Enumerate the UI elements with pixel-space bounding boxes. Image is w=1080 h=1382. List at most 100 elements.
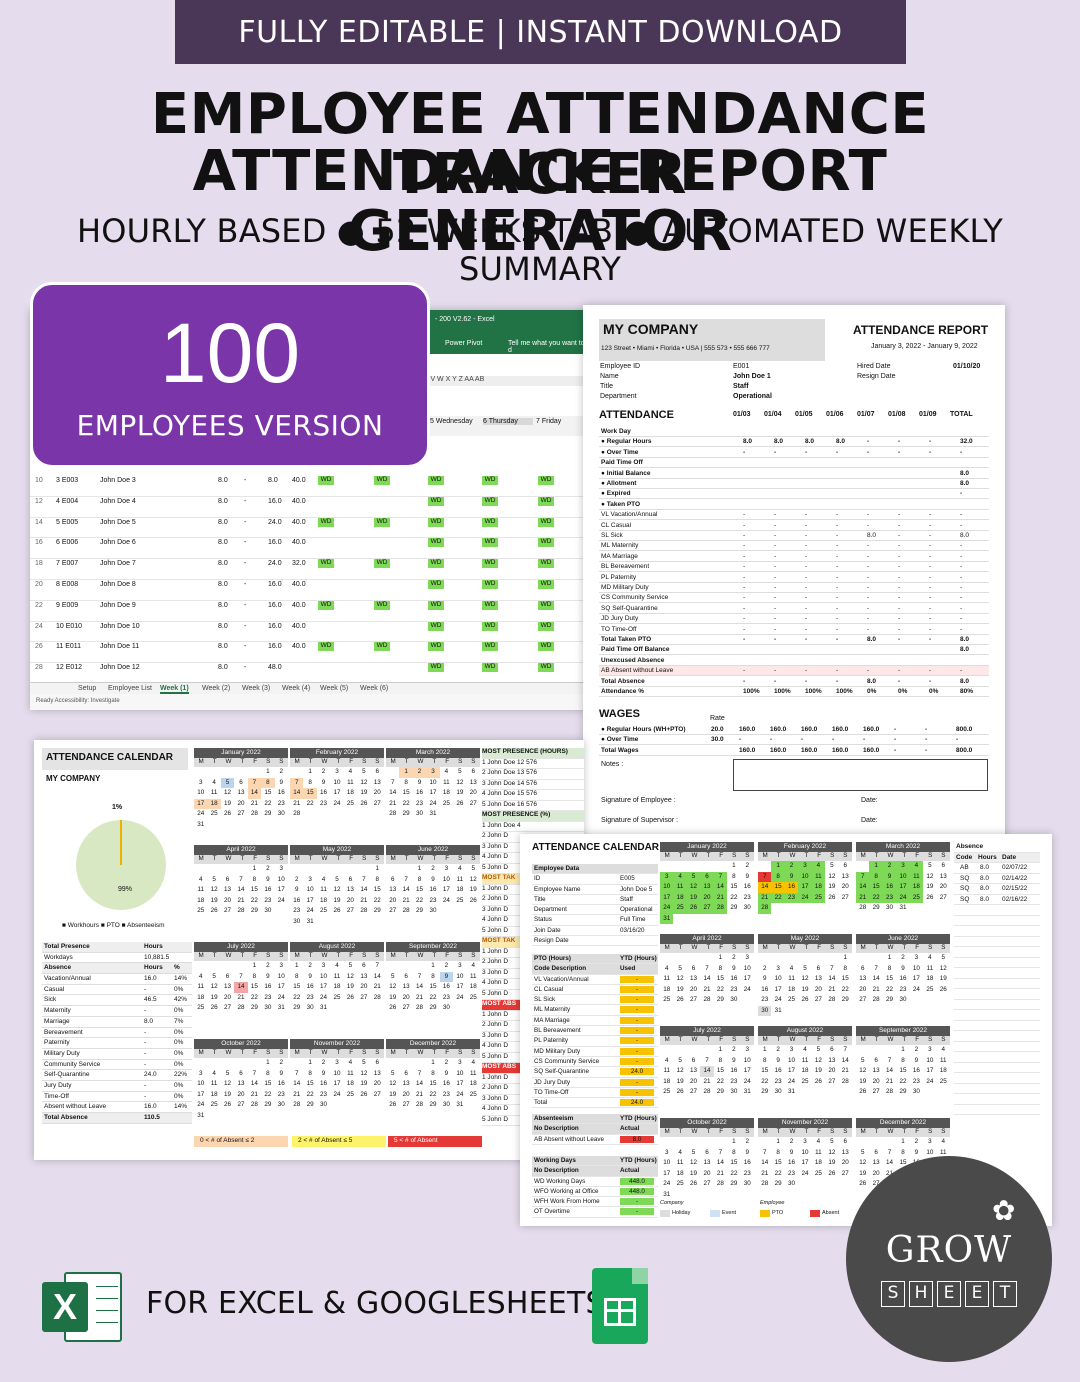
day-cell: 4 — [909, 861, 924, 872]
row-number: 22 — [35, 601, 43, 609]
report-cell: - — [774, 667, 777, 675]
day-cell: 10 — [663, 1159, 671, 1166]
wage-row: Total Wages 160.0 160.0 160.0 160.0 160.0- -80… — [599, 746, 989, 756]
info-label: Total — [534, 1099, 548, 1107]
day-cell: 15 — [730, 883, 738, 890]
report-cell: - — [929, 604, 932, 612]
info-label: VL Vacation/Annual — [534, 975, 589, 983]
report-row-label: ML Maternity — [601, 542, 639, 550]
weekday-label: T — [678, 852, 683, 859]
ribbon-tell-me[interactable]: Tell me what you want to d — [508, 340, 585, 354]
day-cell: 9 — [882, 871, 897, 882]
day-cell: 16 — [320, 789, 328, 796]
weekday-label: W — [789, 1036, 796, 1043]
day-cell: 26 — [801, 996, 809, 1003]
absence-row: SQ 8.0 02/16/22 — [954, 895, 1040, 905]
day-cell: 27 — [872, 1088, 880, 1095]
wage-cell: - — [894, 726, 897, 733]
day-cell: 15 — [771, 882, 785, 893]
report-cell: - — [898, 532, 901, 539]
cell-b: - — [244, 477, 247, 484]
day-cell: 26 — [360, 1090, 368, 1098]
wd-cell: WD — [428, 621, 444, 631]
day-cell: 14 — [293, 1080, 301, 1087]
month-header: August 2022 — [758, 1026, 852, 1036]
day-cell: 10 — [333, 778, 341, 786]
day-cell: 17 — [320, 983, 328, 990]
day-cell: 18 — [210, 1090, 218, 1098]
day-cell: 14 — [416, 983, 424, 990]
summary-label: Sick — [44, 996, 57, 1004]
tab-week-4[interactable]: Week (4) — [282, 685, 311, 692]
report-cell: - — [960, 521, 963, 529]
day-cell: 28 — [250, 1101, 258, 1108]
day-cell: 3 — [308, 875, 312, 883]
ranking-item: 1 John Doe 4 — [482, 822, 584, 832]
weekday-label: T — [240, 952, 245, 959]
cell-d: 40.0 — [292, 518, 306, 526]
day-cell: 17 — [277, 886, 285, 893]
info-label: Title — [534, 895, 546, 903]
day-cell: 22 — [730, 893, 738, 901]
day-cell: 29 — [730, 904, 738, 911]
day-cell: 4 — [941, 1046, 946, 1053]
month-header: April 2022 — [194, 845, 288, 855]
tab-week-5[interactable]: Week (5) — [320, 685, 349, 692]
day-cell: 18 — [333, 983, 341, 990]
day-cell: 21 — [703, 985, 711, 993]
day-cell: 3 — [279, 865, 284, 872]
wage-cell: 160.0 — [801, 746, 818, 754]
tab-week-2[interactable]: Week (2) — [202, 685, 231, 692]
day-cell: 28 — [713, 903, 728, 914]
tab-week-3[interactable]: Week (3) — [242, 685, 271, 692]
day-cell: 26 — [346, 993, 354, 1001]
report-cell: - — [774, 532, 777, 539]
day-cell: 11 — [676, 1159, 684, 1166]
day-cell: 22 — [730, 1169, 738, 1177]
cell-b: - — [244, 601, 247, 609]
tab-week-6[interactable]: Week (6) — [360, 685, 389, 692]
report-cell: - — [836, 667, 839, 675]
day-cell: 10 — [277, 972, 285, 980]
day-empty — [386, 864, 399, 875]
legend-item: Employee — [760, 1200, 785, 1206]
day-cell: 17 — [333, 789, 341, 796]
summary-pct: 14% — [174, 975, 188, 983]
info-value: YTD (Hours) — [620, 955, 657, 962]
tab-setup[interactable]: Setup — [78, 685, 97, 692]
day-empty — [700, 861, 713, 872]
day-empty — [234, 961, 247, 972]
ribbon-power-pivot[interactable]: Power Pivot — [445, 340, 483, 347]
day-cell: 12 — [224, 1080, 232, 1087]
info-row: Department Operational — [532, 905, 658, 916]
weekday-label: M — [294, 758, 300, 765]
absence-summary-table: Total Presence Hours Workdays 10,881.5 Abse… — [42, 942, 192, 1124]
summary-label: Jury Duty — [44, 1081, 72, 1089]
day-cell: 27 — [939, 893, 947, 901]
notes-box[interactable] — [733, 759, 988, 791]
report-cell: - — [743, 552, 746, 560]
day-cell: 13 — [402, 983, 410, 990]
calendar-month: October 2022 M T W T F S S 1 2 3 4 5 6 7 8 9 10 11 12 13 14 15… — [660, 1118, 754, 1208]
day-cell: 24 — [442, 896, 450, 904]
day-cell: 10 — [912, 964, 920, 972]
day-cell: 16 — [264, 983, 272, 990]
day-cell: 17 — [774, 985, 782, 993]
day-cell: 25 — [909, 892, 924, 903]
info-value: - — [620, 1208, 654, 1216]
day-cell: 18 — [469, 983, 477, 990]
tab-employee-list[interactable]: Employee List — [108, 685, 152, 692]
pie-legend: ■ Workhours ■ PTO ■ Absenteeism — [62, 922, 165, 929]
info-label: CS Community Service — [534, 1057, 600, 1065]
day-cell: 4 — [348, 1059, 353, 1066]
weekday-label: F — [817, 944, 822, 951]
summary-label: Absent without Leave — [44, 1103, 107, 1111]
day-cell: 17 — [743, 1067, 751, 1074]
day-cell: 11 — [926, 964, 934, 972]
tab-week-1[interactable]: Week (1) — [160, 685, 189, 694]
weekday-label: F — [253, 855, 258, 862]
